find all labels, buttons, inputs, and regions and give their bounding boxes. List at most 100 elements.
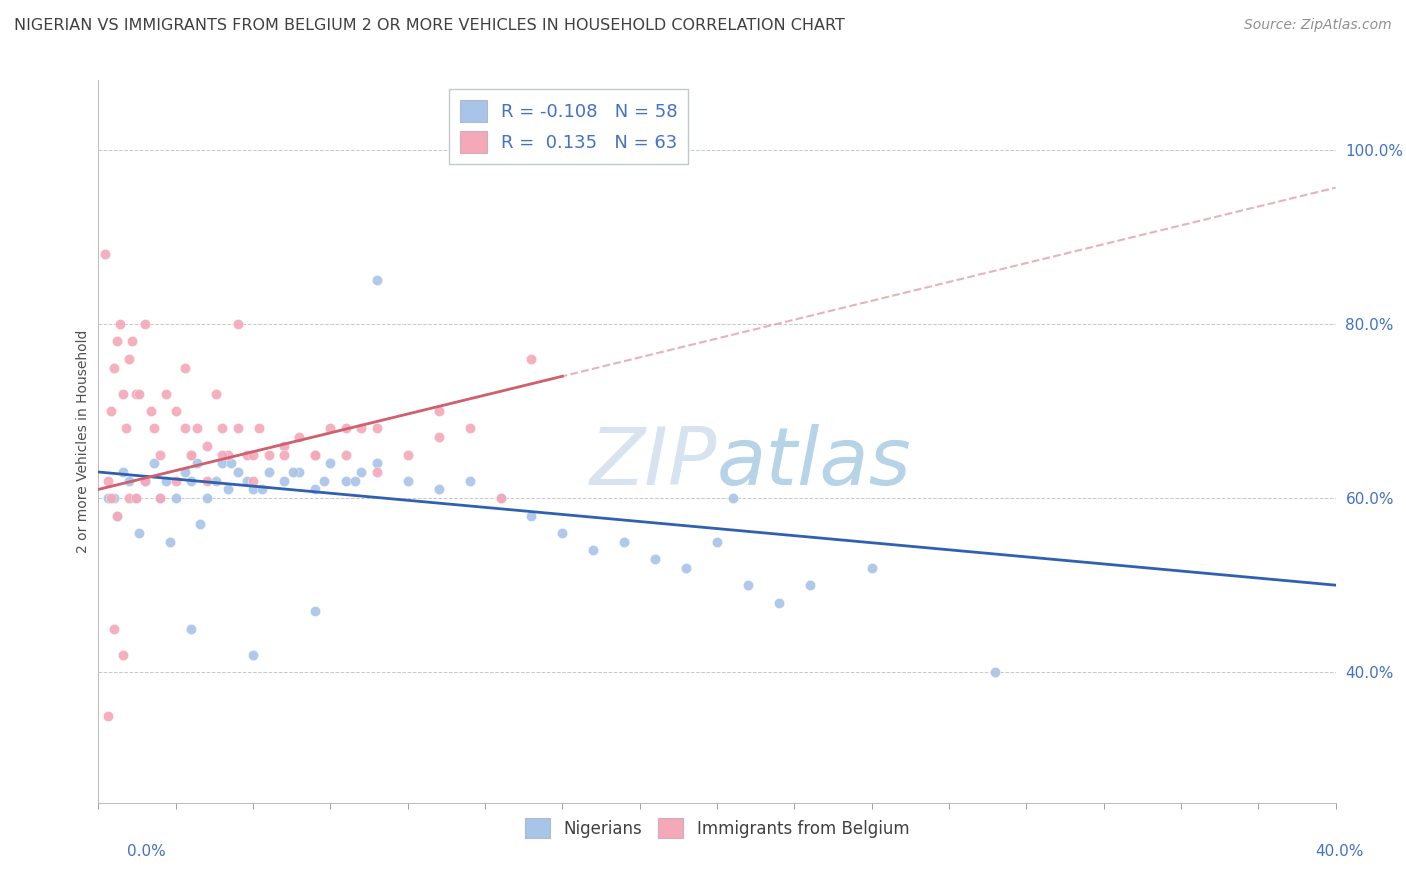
Point: [520, 508, 543, 523]
Point: [97, 491, 120, 505]
Point: [236, 474, 259, 488]
Point: [273, 474, 295, 488]
Point: [396, 448, 419, 462]
Point: [165, 474, 187, 488]
Point: [236, 448, 259, 462]
Point: [211, 448, 233, 462]
Point: [143, 421, 166, 435]
Point: [186, 456, 208, 470]
Y-axis label: 2 or more Vehicles in Household: 2 or more Vehicles in Household: [76, 330, 90, 553]
Point: [118, 474, 141, 488]
Point: [118, 351, 141, 366]
Point: [551, 525, 574, 540]
Point: [134, 474, 156, 488]
Point: [155, 474, 177, 488]
Point: [93, 247, 115, 261]
Point: [304, 604, 326, 618]
Point: [174, 421, 197, 435]
Point: [174, 465, 197, 479]
Point: [721, 491, 744, 505]
Point: [180, 474, 202, 488]
Point: [226, 317, 249, 331]
Point: [366, 273, 388, 287]
Point: [103, 491, 125, 505]
Point: [124, 386, 146, 401]
Point: [706, 534, 728, 549]
Point: [217, 483, 239, 497]
Point: [366, 465, 388, 479]
Point: [427, 404, 450, 418]
Point: [211, 456, 233, 470]
Point: [257, 465, 280, 479]
Point: [242, 448, 264, 462]
Point: [257, 448, 280, 462]
Point: [128, 386, 150, 401]
Point: [242, 474, 264, 488]
Point: [217, 448, 239, 462]
Point: [366, 456, 388, 470]
Point: [350, 465, 373, 479]
Point: [112, 465, 135, 479]
Text: 40.0%: 40.0%: [1316, 845, 1364, 859]
Point: [247, 421, 270, 435]
Point: [97, 708, 120, 723]
Point: [174, 360, 197, 375]
Point: [124, 491, 146, 505]
Point: [304, 483, 326, 497]
Point: [319, 421, 342, 435]
Point: [149, 491, 172, 505]
Point: [195, 491, 218, 505]
Point: [149, 448, 172, 462]
Point: [97, 474, 120, 488]
Point: [134, 474, 156, 488]
Point: [273, 448, 295, 462]
Point: [226, 421, 249, 435]
Point: [344, 474, 367, 488]
Point: [105, 334, 128, 349]
Point: [100, 491, 122, 505]
Point: [165, 491, 187, 505]
Text: NIGERIAN VS IMMIGRANTS FROM BELGIUM 2 OR MORE VEHICLES IN HOUSEHOLD CORRELATION : NIGERIAN VS IMMIGRANTS FROM BELGIUM 2 OR…: [14, 18, 845, 33]
Point: [242, 483, 264, 497]
Point: [366, 421, 388, 435]
Point: [221, 456, 243, 470]
Point: [768, 596, 790, 610]
Point: [105, 508, 128, 523]
Point: [195, 439, 218, 453]
Point: [103, 360, 125, 375]
Point: [205, 386, 228, 401]
Point: [180, 622, 202, 636]
Point: [124, 491, 146, 505]
Point: [319, 456, 342, 470]
Point: [195, 474, 218, 488]
Point: [242, 648, 264, 662]
Point: [984, 665, 1007, 680]
Point: [335, 448, 357, 462]
Point: [121, 334, 143, 349]
Text: ZIP: ZIP: [589, 425, 717, 502]
Point: [304, 448, 326, 462]
Point: [288, 430, 311, 444]
Point: [205, 474, 228, 488]
Point: [226, 465, 249, 479]
Point: [350, 421, 373, 435]
Point: [283, 465, 305, 479]
Point: [149, 491, 172, 505]
Text: atlas: atlas: [717, 425, 912, 502]
Point: [427, 483, 450, 497]
Point: [118, 491, 141, 505]
Point: [396, 474, 419, 488]
Point: [100, 404, 122, 418]
Text: Source: ZipAtlas.com: Source: ZipAtlas.com: [1244, 18, 1392, 32]
Point: [180, 448, 202, 462]
Point: [304, 448, 326, 462]
Point: [273, 439, 295, 453]
Point: [105, 508, 128, 523]
Point: [112, 386, 135, 401]
Point: [211, 421, 233, 435]
Point: [314, 474, 336, 488]
Point: [190, 517, 212, 532]
Point: [115, 421, 138, 435]
Point: [458, 421, 481, 435]
Point: [180, 448, 202, 462]
